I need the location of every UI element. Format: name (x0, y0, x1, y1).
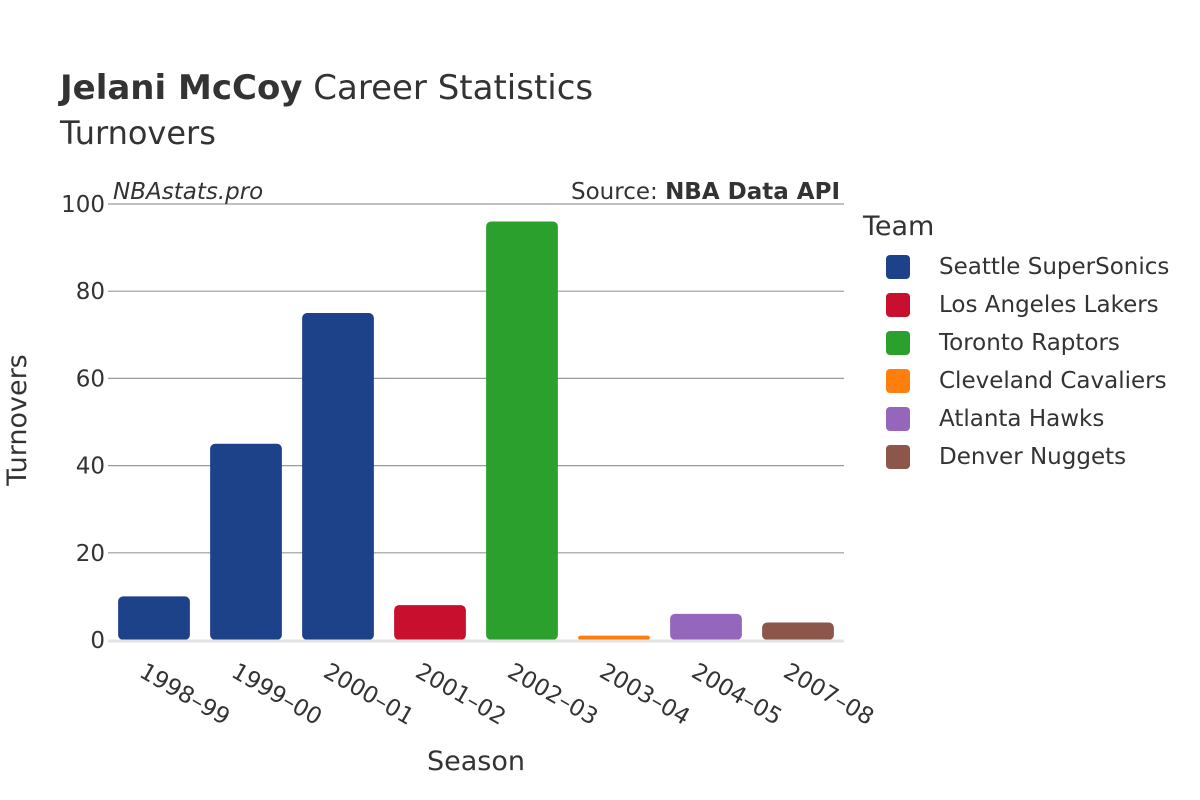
x-tick-label: 2002–03 (503, 659, 602, 731)
x-axis-title: Season (427, 746, 525, 777)
legend-swatch (886, 331, 910, 355)
x-tick-label: 2001–02 (411, 659, 510, 731)
legend-label: Atlanta Hawks (939, 406, 1105, 432)
player-name: Jelani McCoy (60, 68, 303, 108)
bar-2007–08[interactable] (762, 622, 834, 640)
legend-label: Seattle SuperSonics (939, 254, 1170, 280)
x-tick-label: 2007–08 (779, 659, 878, 731)
x-tick-label: 2000–01 (319, 659, 418, 731)
legend-label: Denver Nuggets (939, 444, 1127, 470)
watermark: NBAstats.pro (113, 179, 264, 205)
bar-2003–04[interactable] (578, 635, 650, 640)
source-name: NBA Data API (665, 179, 840, 205)
bar-2004–05[interactable] (670, 613, 742, 640)
legend-swatch (886, 369, 910, 393)
legend-swatch (886, 445, 910, 469)
legend-swatch (886, 255, 910, 279)
y-tick-label: 0 (90, 628, 105, 654)
source-credit: Source: NBA Data API (480, 178, 840, 206)
legend-label: Toronto Raptors (939, 330, 1120, 356)
y-axis-title: Turnovers (2, 354, 33, 487)
axes: 0 20 40 60 80 100 1998–991999–002000–012001–02… (61, 192, 878, 731)
chart-subtitle: Turnovers (60, 114, 216, 152)
bar-2001–02[interactable] (394, 605, 466, 640)
bar-1999–00[interactable] (210, 443, 282, 640)
bar-1998–99[interactable] (118, 596, 190, 640)
x-tick-label: 2003–04 (595, 659, 694, 731)
x-tick-label: 2004–05 (687, 659, 786, 731)
title-rest: Career Statistics (313, 68, 594, 108)
y-tick-label: 80 (76, 279, 105, 305)
legend-swatch (886, 293, 910, 317)
x-tick-label: 1998–99 (135, 659, 234, 731)
bars (118, 221, 834, 640)
legend-swatch (886, 407, 910, 431)
chart-title: Jelani McCoy Career Statistics (60, 66, 593, 110)
legend-label: Cleveland Cavaliers (939, 368, 1167, 394)
x-tick-label: 1999–00 (227, 659, 326, 731)
bar-2000–01[interactable] (302, 313, 374, 640)
legend-label: Los Angeles Lakers (939, 292, 1159, 318)
y-tick-label: 40 (76, 454, 105, 480)
legend-title: Team (863, 211, 935, 242)
y-tick-label: 100 (61, 192, 105, 218)
y-tick-label: 20 (76, 541, 105, 567)
bar-2002–03[interactable] (486, 221, 558, 640)
y-tick-label: 60 (76, 366, 105, 392)
source-prefix: Source: (571, 179, 658, 205)
